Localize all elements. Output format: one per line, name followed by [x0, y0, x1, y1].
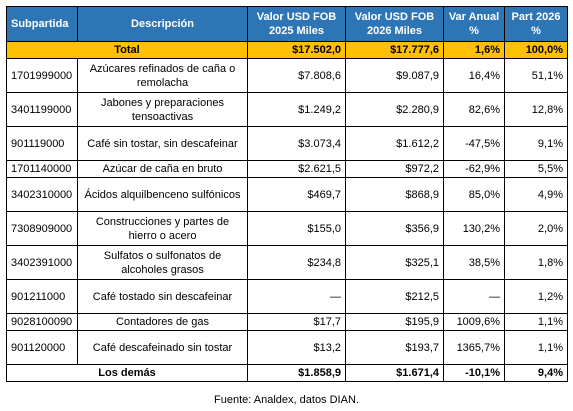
cell: 4,9%: [504, 177, 568, 212]
data-row: 3401199000 Jabones y preparaciones tensoa…: [6, 92, 568, 127]
exports-table: Subpartida Descripción Valor USD FOB 2025 …: [6, 6, 568, 382]
cell: 130,2%: [443, 211, 505, 246]
total-cell: 1,6%: [443, 41, 505, 59]
cell: 82,6%: [443, 92, 505, 127]
cell: $972,2: [345, 160, 444, 178]
cell: $469,7: [247, 177, 346, 212]
header-cell: Var Anual %: [443, 6, 505, 42]
data-row: 1701999000 Azúcares refinados de caña o r…: [6, 58, 568, 93]
cell: $13,2: [247, 330, 346, 365]
cell: 1,8%: [504, 245, 568, 280]
cell: 12,8%: [504, 92, 568, 127]
cell: 7308909000: [6, 211, 78, 246]
cell: 85,0%: [443, 177, 505, 212]
cell: Azúcar de caña en bruto: [77, 160, 248, 178]
cell: 1701140000: [6, 160, 78, 178]
data-row: 9028100090 Contadores de gas $17,7 $195,9 10…: [6, 313, 568, 331]
cell: Construcciones y partes de hierro o acer…: [77, 211, 248, 246]
others-row: Los demás $1.858,9 $1.671,4 -10,1% 9,4%: [6, 364, 568, 382]
data-row: 901211000 Café tostado sin descafeinar — $2…: [6, 279, 568, 314]
cell: $1.249,2: [247, 92, 346, 127]
cell: $3.073,4: [247, 126, 346, 161]
data-row: 3402310000 Ácidos alquilbenceno sulfónico…: [6, 177, 568, 212]
cell: 1365,7%: [443, 330, 505, 365]
cell: Azúcares refinados de caña o remolacha: [77, 58, 248, 93]
cell: Café tostado sin descafeinar: [77, 279, 248, 314]
others-cell: 9,4%: [504, 364, 568, 382]
cell: 901120000: [6, 330, 78, 365]
others-cell: $1.671,4: [345, 364, 444, 382]
data-row: 1701140000 Azúcar de caña en bruto $2.621,…: [6, 160, 568, 178]
cell: 38,5%: [443, 245, 505, 280]
cell: Jabones y preparaciones tensoactivas: [77, 92, 248, 127]
cell: $193,7: [345, 330, 444, 365]
cell: 1,1%: [504, 330, 568, 365]
cell: 3402391000: [6, 245, 78, 280]
data-row: 901119000 Café sin tostar, sin descafeina…: [6, 126, 568, 161]
data-row: 7308909000 Construcciones y partes de hie…: [6, 211, 568, 246]
cell: $325,1: [345, 245, 444, 280]
cell: Contadores de gas: [77, 313, 248, 331]
cell: 3401199000: [6, 92, 78, 127]
cell: $2.621,5: [247, 160, 346, 178]
header-row: Subpartida Descripción Valor USD FOB 2025 …: [6, 6, 568, 42]
cell: $17,7: [247, 313, 346, 331]
others-cell: Los demás: [6, 364, 248, 382]
cell: 9,1%: [504, 126, 568, 161]
others-cell: -10,1%: [443, 364, 505, 382]
cell: 9028100090: [6, 313, 78, 331]
cell: $9.087,9: [345, 58, 444, 93]
cell: Café descafeinado sin tostar: [77, 330, 248, 365]
cell: 51,1%: [504, 58, 568, 93]
cell: $1.612,2: [345, 126, 444, 161]
total-row: Total $17.502,0 $17.777,6 1,6% 100,0%: [6, 41, 568, 59]
cell: 1,2%: [504, 279, 568, 314]
cell: Ácidos alquilbenceno sulfónicos: [77, 177, 248, 212]
total-cell: $17.777,6: [345, 41, 444, 59]
cell: $7.808,6: [247, 58, 346, 93]
cell: $356,9: [345, 211, 444, 246]
cell: -47,5%: [443, 126, 505, 161]
cell: 901119000: [6, 126, 78, 161]
cell: -62,9%: [443, 160, 505, 178]
cell: 2,0%: [504, 211, 568, 246]
total-cell: $17.502,0: [247, 41, 346, 59]
total-cell: Total: [6, 41, 248, 59]
others-cell: $1.858,9: [247, 364, 346, 382]
cell: Café sin tostar, sin descafeinar: [77, 126, 248, 161]
cell: $155,0: [247, 211, 346, 246]
header-cell: Subpartida: [6, 6, 78, 42]
cell: 1,1%: [504, 313, 568, 331]
cell: —: [443, 279, 505, 314]
cell: $212,5: [345, 279, 444, 314]
cell: $234,8: [247, 245, 346, 280]
cell: 16,4%: [443, 58, 505, 93]
cell: Sulfatos o sulfonatos de alcoholes graso…: [77, 245, 248, 280]
cell: 5,5%: [504, 160, 568, 178]
cell: —: [247, 279, 346, 314]
cell: 1701999000: [6, 58, 78, 93]
cell: $868,9: [345, 177, 444, 212]
cell: 901211000: [6, 279, 78, 314]
total-cell: 100,0%: [504, 41, 568, 59]
cell: 3402310000: [6, 177, 78, 212]
cell: $195,9: [345, 313, 444, 331]
header-cell: Valor USD FOB 2025 Miles: [247, 6, 346, 42]
data-row: 3402391000 Sulfatos o sulfonatos de alcoh…: [6, 245, 568, 280]
data-row: 901120000 Café descafeinado sin tostar $13…: [6, 330, 568, 365]
header-cell: Valor USD FOB 2026 Miles: [345, 6, 444, 42]
header-cell: Descripción: [77, 6, 248, 42]
source-note: Fuente: Analdex, datos DIAN.: [214, 394, 359, 406]
cell: $2.280,9: [345, 92, 444, 127]
header-cell: Part 2026 %: [504, 6, 568, 42]
cell: 1009,6%: [443, 313, 505, 331]
